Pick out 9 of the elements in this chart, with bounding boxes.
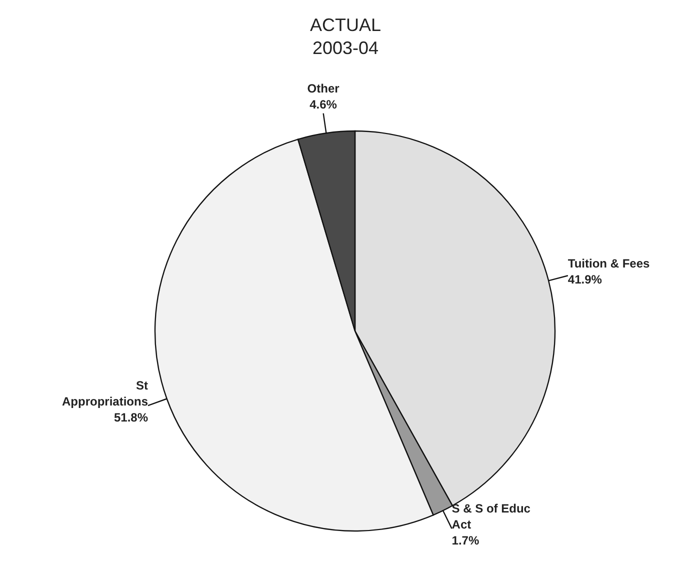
data-label: 51.8% (114, 410, 148, 425)
slice-label: Tuition & Fees (568, 256, 650, 271)
slice-label: Other (307, 81, 340, 96)
data-label: 4.6% (310, 97, 338, 112)
data-label: 41.9% (568, 272, 602, 287)
slice-label: S & S of Educ Act (452, 502, 531, 532)
slice-label: St Appropriations (62, 378, 148, 409)
data-label: 1.7% (452, 534, 480, 548)
chart-title: ACTUAL 2003-04 (308, 14, 382, 60)
